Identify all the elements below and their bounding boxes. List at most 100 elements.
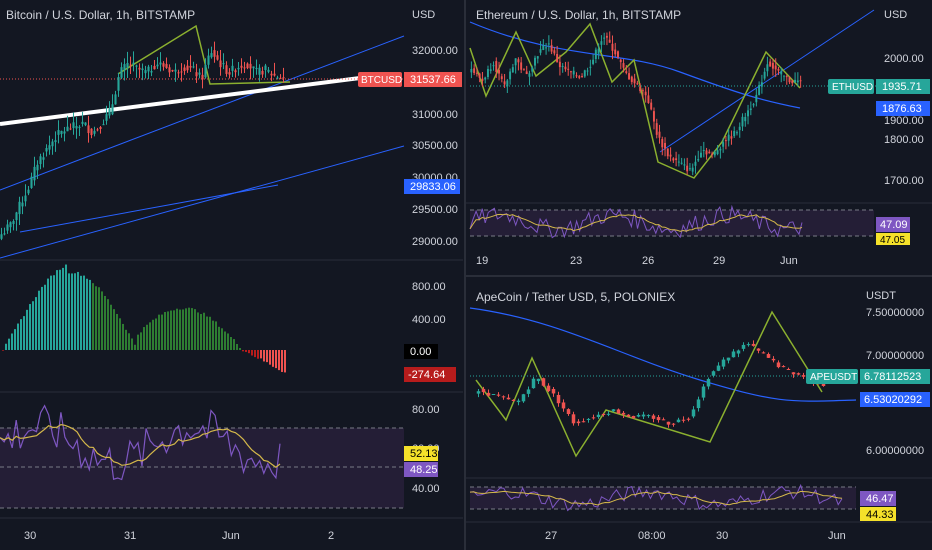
- candle-body: [700, 152, 702, 158]
- macd-bar: [227, 333, 229, 350]
- candle-body: [225, 65, 228, 74]
- candle-body: [520, 62, 523, 70]
- eth-moving-average[interactable]: [469, 21, 801, 109]
- candle-body: [69, 128, 72, 130]
- macd-bar: [104, 295, 106, 350]
- candle-body: [731, 351, 736, 358]
- macd-bar: [257, 350, 259, 359]
- eth-rsi-badge: 47.09: [876, 217, 910, 232]
- btc-support-line[interactable]: [19, 184, 279, 233]
- ape-rsi-ma-line[interactable]: [469, 490, 843, 506]
- candle-body: [531, 67, 534, 72]
- macd-bar: [281, 350, 283, 372]
- btc-rsi-ma-line[interactable]: [0, 423, 281, 468]
- macd-bar: [20, 319, 22, 350]
- macd-bar: [62, 267, 64, 350]
- btc-rsi-band: [0, 428, 404, 508]
- macd-bar: [269, 350, 271, 365]
- macd-bar: [35, 297, 37, 350]
- candle-body: [261, 70, 264, 75]
- candle-body: [711, 153, 714, 155]
- candle-body: [666, 421, 671, 425]
- macd-bar: [131, 338, 133, 350]
- ape-candles[interactable]: [476, 340, 826, 428]
- candle-body: [641, 414, 646, 417]
- candle-body: [594, 49, 597, 60]
- macd-bar: [14, 329, 16, 350]
- macd-bar: [170, 310, 172, 350]
- macd-bar: [185, 308, 187, 350]
- candle-body: [567, 68, 570, 70]
- eth-candles[interactable]: [470, 31, 802, 176]
- candle-body: [153, 65, 156, 70]
- candle-body: [625, 71, 628, 74]
- candle-body: [33, 166, 36, 181]
- candle-body: [749, 108, 752, 111]
- macd-bar: [56, 270, 58, 350]
- ape-zigzag-line[interactable]: [475, 310, 823, 458]
- candle-body: [48, 145, 51, 150]
- btc-zigzag-line[interactable]: [117, 24, 291, 85]
- btc-price-area[interactable]: [0, 0, 404, 258]
- candle-body: [680, 162, 683, 164]
- candle-body: [473, 68, 476, 73]
- candle-body: [501, 396, 506, 398]
- candle-body: [791, 80, 794, 84]
- eth-zigzag-line[interactable]: [469, 22, 801, 179]
- macd-bar: [77, 271, 79, 350]
- macd-bar: [254, 350, 256, 358]
- eth-rsi-ma-line[interactable]: [469, 213, 803, 232]
- candle-body: [486, 392, 491, 396]
- candle-body: [726, 357, 731, 361]
- candle-body: [622, 63, 625, 68]
- candle-body: [536, 56, 539, 59]
- macd-bar: [23, 316, 25, 350]
- candle-body: [144, 70, 147, 74]
- macd-bar: [161, 314, 163, 350]
- eth-trendline[interactable]: [659, 9, 875, 153]
- btc-channel-upper-line[interactable]: [0, 35, 405, 191]
- candle-body: [126, 62, 129, 68]
- candle-body: [655, 123, 658, 135]
- ape-rsi-line[interactable]: [469, 483, 843, 512]
- btc-candles[interactable]: [0, 41, 285, 241]
- eth-price-badge: 1935.71: [876, 79, 930, 94]
- btc-rsi-line[interactable]: [0, 404, 281, 481]
- btc-channel-lower-line[interactable]: [0, 145, 405, 259]
- candle-body: [546, 385, 551, 392]
- candle-body: [216, 55, 219, 60]
- eth-time-label: 19: [476, 255, 488, 267]
- macd-bar: [284, 350, 286, 373]
- macd-bar: [50, 275, 52, 350]
- candle-body: [75, 126, 78, 129]
- btc-chart-panel[interactable]: Bitcoin / U.S. Dollar, 1h, BITSTAMP USD …: [0, 0, 463, 542]
- candle-body: [561, 402, 566, 409]
- ape-chart-panel[interactable]: ApeCoin / Tether USD, 5, POLONIEX USDT 7…: [466, 290, 932, 542]
- macd-bar: [107, 299, 109, 350]
- ape-rsi-text: 46.47: [866, 493, 894, 505]
- btc-macd-histogram[interactable]: [2, 264, 286, 373]
- btc-price-badge: 31537.66: [404, 72, 462, 87]
- ape-moving-average[interactable]: [469, 307, 857, 402]
- candle-body: [539, 49, 542, 53]
- candle-body: [517, 59, 520, 63]
- macd-bar: [206, 316, 208, 350]
- candle-body: [713, 152, 716, 156]
- candle-body: [756, 348, 761, 351]
- candle-body: [78, 126, 81, 128]
- candle-body: [671, 423, 676, 425]
- macd-bar: [26, 309, 28, 350]
- candle-body: [279, 77, 282, 79]
- candle-body: [636, 83, 639, 85]
- btc-white-trendline[interactable]: [0, 76, 361, 126]
- macd-bar: [74, 273, 76, 350]
- macd-bar: [143, 327, 145, 350]
- candle-body: [675, 158, 678, 160]
- macd-bar: [134, 344, 136, 350]
- ape-line-badge-text: 6.53020292: [864, 394, 922, 406]
- candle-body: [491, 393, 496, 395]
- eth-chart-panel[interactable]: Ethereum / U.S. Dollar, 1h, BITSTAMP USD…: [466, 8, 932, 267]
- candle-body: [571, 414, 576, 424]
- candle-body: [766, 64, 769, 72]
